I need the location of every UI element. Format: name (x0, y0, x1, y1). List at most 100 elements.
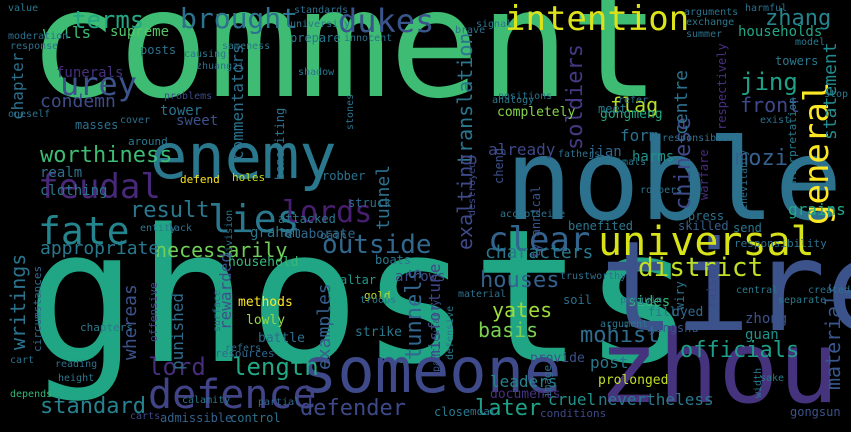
word: tire (600, 215, 851, 360)
word: lies (208, 197, 300, 241)
word: offensive (147, 282, 160, 342)
word: material (458, 289, 507, 300)
word: flag (610, 93, 659, 117)
word: warfare (697, 149, 711, 200)
word: battle (258, 331, 305, 346)
word: tyrannical (529, 185, 543, 258)
word: outside (322, 230, 432, 260)
word: press (688, 209, 725, 223)
word: defensive (445, 305, 456, 360)
word: benefiting (273, 107, 287, 180)
word: sweet (176, 113, 219, 129)
word: lowly (246, 313, 286, 328)
word: basis (478, 318, 539, 342)
word: result (130, 198, 210, 223)
word: soldiers (563, 44, 588, 150)
word: harms (632, 149, 675, 165)
word: fate (38, 209, 130, 253)
word: worthiness (40, 143, 173, 168)
word: district (638, 253, 764, 283)
word: stop (824, 89, 849, 100)
word: translation (453, 32, 477, 165)
word: intention (505, 0, 690, 39)
word: later (475, 396, 542, 421)
word: zhuangzi (196, 61, 245, 72)
word: skilled (678, 219, 729, 233)
word: moat (470, 405, 497, 418)
word: clear (488, 220, 591, 260)
word: conditions (540, 407, 607, 420)
word: troops (360, 295, 397, 306)
word: cruel (548, 390, 597, 409)
word: division (224, 209, 235, 258)
word: summer (686, 29, 723, 40)
word: altar (340, 273, 377, 287)
word: methods (238, 295, 293, 310)
word: grains (788, 200, 846, 219)
word: lord (148, 353, 206, 381)
word: value (8, 3, 39, 14)
word: cheng (492, 147, 506, 184)
word: analogy (492, 95, 535, 106)
word: towers (775, 54, 819, 68)
word: gongshu (648, 321, 699, 335)
word: chapters (80, 321, 133, 334)
word: send (733, 221, 762, 235)
word: fathers (558, 149, 601, 160)
word: dukes (338, 2, 435, 40)
word: front (740, 93, 801, 117)
word: refers (225, 343, 262, 354)
word: around (128, 135, 168, 148)
word: exist (760, 115, 791, 126)
word: someone (300, 334, 562, 407)
word: created (808, 285, 851, 296)
word: central (736, 285, 779, 296)
word: separate (778, 295, 827, 306)
word: tower (160, 103, 203, 119)
word: jian (588, 144, 622, 160)
word: mozi (735, 146, 788, 171)
word: zhou (598, 309, 839, 426)
word: sake (760, 373, 785, 384)
word: oath (320, 229, 347, 242)
word: gold (364, 289, 391, 302)
word: funerals (56, 65, 124, 81)
word: admissible (160, 411, 233, 425)
word: model (795, 37, 826, 48)
word: condemn (40, 91, 116, 112)
word: surface (212, 289, 223, 332)
word: wiry (673, 281, 687, 310)
word: carts (130, 411, 161, 422)
word: cover (120, 115, 151, 126)
word: exchange (686, 17, 735, 28)
word: clothing (40, 183, 108, 199)
word: provide (530, 351, 585, 366)
word: completely (497, 105, 576, 120)
word: punished (168, 292, 187, 370)
word: positions (498, 91, 553, 102)
word: standards (294, 5, 349, 16)
word: stones (345, 93, 356, 130)
word: innocent (344, 33, 393, 44)
word: close (434, 405, 471, 419)
word: already (488, 140, 556, 159)
word: struck (348, 196, 392, 210)
word: problems (164, 91, 213, 102)
word: leaders (490, 372, 558, 391)
word: signal (476, 19, 513, 30)
word: necessarily (155, 238, 288, 262)
word: zhang (765, 6, 832, 31)
word: robber (322, 169, 366, 183)
word: walls (43, 23, 92, 42)
word: benefited (568, 219, 634, 233)
word: interpretation (786, 97, 799, 190)
word: defend (180, 173, 220, 186)
word: harmful (745, 3, 788, 14)
word: boats (375, 253, 412, 267)
word: destroyed (467, 161, 478, 216)
word: defence (148, 372, 317, 418)
word: officials (680, 338, 800, 363)
word: resources (215, 347, 275, 360)
word: nevertheless (598, 390, 714, 409)
